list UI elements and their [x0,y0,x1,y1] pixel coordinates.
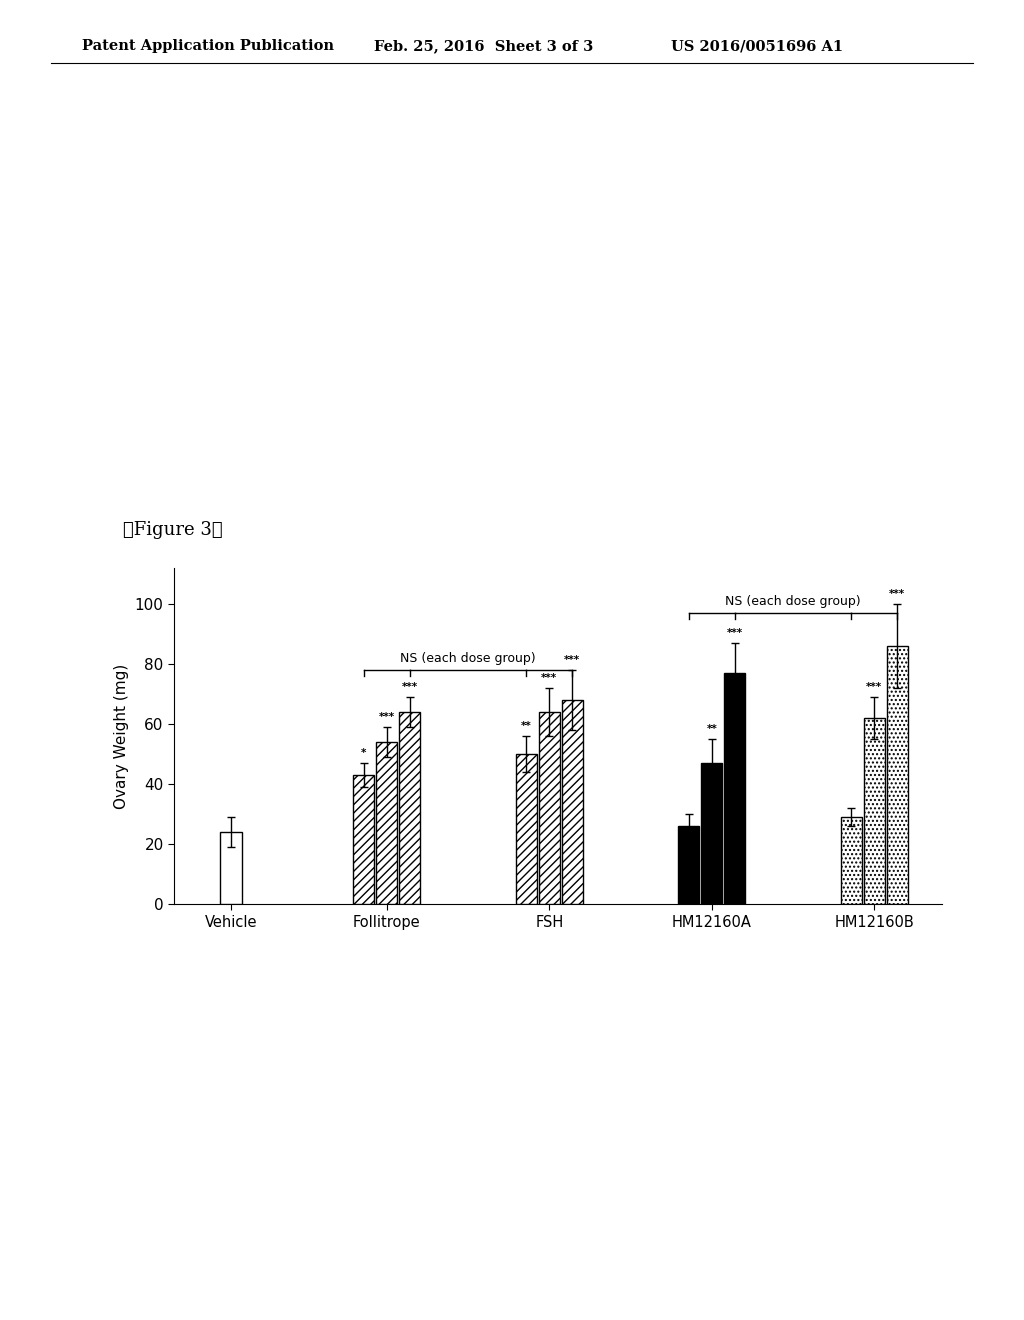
Bar [539,711,560,904]
Bar [864,718,885,904]
Text: ***: *** [866,682,883,692]
Text: NS (each dose group): NS (each dose group) [725,595,861,609]
Text: ***: *** [379,713,395,722]
Bar [220,832,242,904]
Text: **: ** [707,725,717,734]
Text: ***: *** [564,655,581,665]
Text: *: * [361,748,367,759]
Bar [376,742,397,904]
Y-axis label: Ovary Weight (mg): Ovary Weight (mg) [115,663,129,809]
Bar [353,775,375,904]
Bar [724,673,745,904]
Text: ***: *** [727,628,742,639]
Bar [516,754,537,904]
Bar [841,817,862,904]
Bar [701,763,722,904]
Text: NS (each dose group): NS (each dose group) [400,652,536,665]
Text: US 2016/0051696 A1: US 2016/0051696 A1 [671,40,843,53]
Bar [562,700,583,904]
Text: **: ** [521,722,531,731]
Text: Patent Application Publication: Patent Application Publication [82,40,334,53]
Text: ***: *** [542,673,557,684]
Bar [887,645,908,904]
Bar [399,711,421,904]
Text: ***: *** [401,682,418,692]
Text: 【Figure 3】: 【Figure 3】 [123,520,222,539]
Text: Feb. 25, 2016  Sheet 3 of 3: Feb. 25, 2016 Sheet 3 of 3 [374,40,593,53]
Text: ***: *** [889,589,905,599]
Bar [678,826,699,904]
